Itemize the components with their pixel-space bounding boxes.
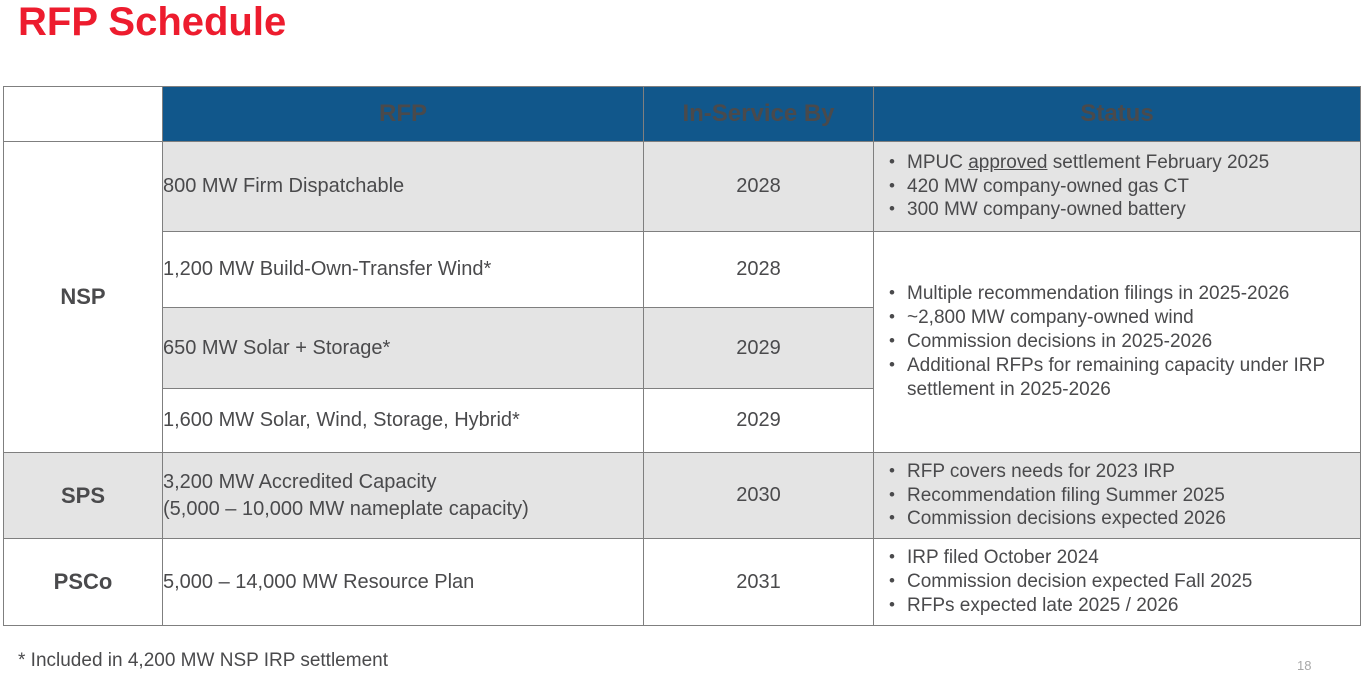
in-service-cell: 2028 <box>643 141 874 232</box>
rfp-cell: 5,000 – 14,000 MW Resource Plan <box>162 538 644 626</box>
status-bullet: Additional RFPs for remaining capacity u… <box>889 354 1354 402</box>
in-service-cell: 2028 <box>643 231 874 308</box>
status-bullet-list: Multiple recommendation filings in 2025-… <box>874 278 1360 406</box>
footnote: * Included in 4,200 MW NSP IRP settlemen… <box>18 650 388 671</box>
table-row: NSP 800 MW Firm Dispatchable 2028 MPUC a… <box>3 141 1361 453</box>
group-cell-nsp: NSP <box>3 141 163 453</box>
status-bullet: IRP filed October 2024 <box>889 546 1354 570</box>
underlined-text: approved <box>968 151 1048 173</box>
rfp-schedule-table: RFP In-Service By Status NSP 800 MW Firm… <box>3 86 1361 626</box>
table-row: 1,200 MW Build-Own-Transfer Wind* 2028 M… <box>4 231 1361 453</box>
status-cell-nsp-rows2to4: Multiple recommendation filings in 2025-… <box>873 231 1361 453</box>
status-bullet: 420 MW company-owned gas CT <box>889 175 1354 199</box>
status-bullet: RFPs expected late 2025 / 2026 <box>889 594 1354 618</box>
group-cell-sps: SPS <box>3 452 163 539</box>
status-bullet: MPUC approved settlement February 2025 <box>889 151 1354 175</box>
rfp-cell: 1,200 MW Build-Own-Transfer Wind* <box>162 231 644 308</box>
group-cell-psco: PSCo <box>3 538 163 626</box>
status-cell-sps: RFP covers needs for 2023 IRP Recommenda… <box>873 452 1361 539</box>
table-row: PSCo 5,000 – 14,000 MW Resource Plan 203… <box>3 538 1361 626</box>
page-number: 18 <box>1297 658 1312 673</box>
status-bullet: RFP covers needs for 2023 IRP <box>889 460 1354 484</box>
status-bullet: Recommendation filing Summer 2025 <box>889 484 1354 508</box>
status-bullet-list: RFP covers needs for 2023 IRP Recommenda… <box>874 456 1360 536</box>
column-header-status: Status <box>873 86 1361 142</box>
table-row: 650 MW Solar + Storage* 2029 <box>4 307 1361 389</box>
status-bullet-list: MPUC approved settlement February 2025 4… <box>874 147 1360 227</box>
table-row: 1,600 MW Solar, Wind, Storage, Hybrid* 2… <box>4 388 1361 453</box>
rfp-line-2: (5,000 – 10,000 MW nameplate capacity) <box>163 497 529 520</box>
status-bullet-list: IRP filed October 2024 Commission decisi… <box>874 542 1360 622</box>
header-blank-cell <box>3 86 163 142</box>
status-bullet: Commission decisions expected 2026 <box>889 507 1354 531</box>
status-bullet: ~2,800 MW company-owned wind <box>889 306 1354 330</box>
in-service-cell: 2031 <box>643 538 874 626</box>
rfp-cell: 3,200 MW Accredited Capacity (5,000 – 10… <box>162 452 644 539</box>
status-bullet: Commission decision expected Fall 2025 <box>889 570 1354 594</box>
slide-title: RFP Schedule <box>18 0 287 44</box>
in-service-cell: 2029 <box>643 307 874 389</box>
column-header-rfp: RFP <box>162 86 644 142</box>
column-header-in-service-by: In-Service By <box>643 86 874 142</box>
table-header-row: RFP In-Service By Status <box>3 86 1361 142</box>
rfp-cell: 650 MW Solar + Storage* <box>162 307 644 389</box>
status-cell-nsp-row1: MPUC approved settlement February 2025 4… <box>873 141 1361 232</box>
status-cell-psco: IRP filed October 2024 Commission decisi… <box>873 538 1361 626</box>
table-row: SPS 3,200 MW Accredited Capacity (5,000 … <box>3 452 1361 539</box>
status-bullet: Multiple recommendation filings in 2025-… <box>889 282 1354 306</box>
rfp-cell: 800 MW Firm Dispatchable <box>162 141 644 232</box>
rfp-line-1: 3,200 MW Accredited Capacity <box>163 470 437 493</box>
in-service-cell: 2030 <box>643 452 874 539</box>
in-service-cell: 2029 <box>643 388 874 453</box>
status-bullet: 300 MW company-owned battery <box>889 198 1354 222</box>
status-bullet: Commission decisions in 2025-2026 <box>889 330 1354 354</box>
rfp-cell: 1,600 MW Solar, Wind, Storage, Hybrid* <box>162 388 644 453</box>
